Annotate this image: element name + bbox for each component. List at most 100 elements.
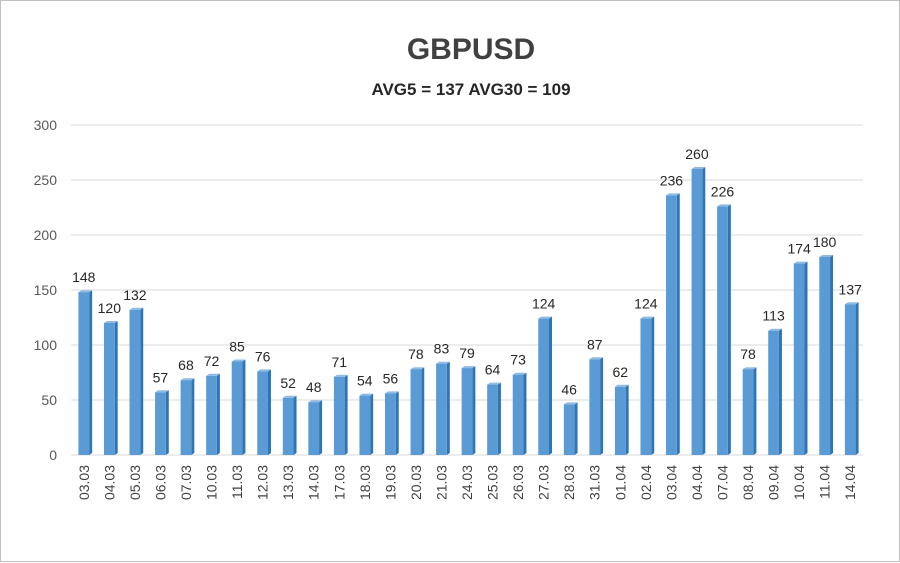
data-label: 79 bbox=[459, 345, 475, 361]
bar-side bbox=[140, 307, 144, 455]
bar bbox=[793, 261, 808, 455]
bar bbox=[844, 302, 859, 455]
bar-top bbox=[461, 366, 476, 369]
bar bbox=[640, 316, 655, 455]
bar bbox=[78, 290, 93, 455]
data-label: 48 bbox=[306, 379, 322, 395]
y-tick-label: 150 bbox=[34, 282, 58, 298]
data-label: 73 bbox=[510, 352, 526, 368]
bar bbox=[282, 395, 297, 455]
bar bbox=[436, 361, 450, 455]
bar-face bbox=[410, 369, 422, 455]
bar bbox=[691, 167, 706, 455]
data-label: 132 bbox=[123, 287, 147, 303]
bar-side bbox=[242, 359, 246, 455]
bar-side bbox=[600, 357, 604, 455]
bar-face bbox=[614, 386, 626, 455]
bar bbox=[512, 372, 527, 455]
bar-face bbox=[180, 380, 192, 455]
data-label: 174 bbox=[787, 241, 811, 257]
x-tick-label: 27.03 bbox=[536, 465, 552, 500]
x-axis-ticks: 03.03 04.03 05.03 06.03 07.03 10.03 11.03 12.03… bbox=[76, 465, 858, 500]
bar bbox=[410, 367, 425, 455]
bar-face bbox=[333, 376, 345, 455]
bar-side bbox=[395, 391, 399, 455]
bar-top bbox=[410, 367, 425, 370]
bar-top bbox=[742, 367, 757, 370]
bar-face bbox=[819, 257, 831, 455]
bar bbox=[768, 328, 782, 455]
bar-face bbox=[103, 323, 115, 455]
data-label: 62 bbox=[613, 364, 629, 380]
bar-side bbox=[727, 204, 731, 455]
bar-side bbox=[676, 193, 680, 455]
bar-face bbox=[487, 384, 498, 455]
data-label: 236 bbox=[660, 172, 684, 188]
bar-side bbox=[319, 400, 323, 455]
y-axis-ticks: 0 50 100 150 200 250 300 bbox=[34, 117, 58, 463]
data-label: 46 bbox=[561, 381, 577, 397]
x-tick-label: 05.03 bbox=[127, 465, 143, 500]
bar bbox=[461, 366, 476, 455]
bar bbox=[359, 393, 374, 455]
bar-face bbox=[793, 263, 805, 455]
x-tick-label: 08.04 bbox=[740, 465, 756, 500]
data-label: 113 bbox=[762, 308, 785, 324]
bar-face bbox=[512, 374, 524, 455]
bar-top bbox=[768, 328, 782, 331]
bar-face bbox=[768, 330, 779, 455]
x-tick-label: 31.03 bbox=[587, 465, 603, 500]
bar-side bbox=[523, 372, 527, 455]
bar-face bbox=[129, 309, 141, 455]
data-label: 124 bbox=[532, 296, 556, 312]
data-label: 87 bbox=[587, 336, 603, 352]
data-label: 54 bbox=[357, 373, 373, 389]
x-tick-label: 20.03 bbox=[408, 465, 424, 500]
data-label: 78 bbox=[408, 346, 424, 362]
bar-face bbox=[206, 375, 217, 455]
bar-top bbox=[206, 373, 220, 376]
bar-face bbox=[308, 402, 320, 455]
bar-top bbox=[640, 316, 655, 319]
bars bbox=[78, 167, 859, 455]
bar-side bbox=[191, 378, 195, 455]
bar-side bbox=[370, 393, 374, 455]
bar bbox=[206, 373, 220, 455]
bar-top bbox=[512, 372, 527, 375]
bar-top bbox=[793, 261, 808, 264]
data-label: 76 bbox=[255, 348, 271, 364]
bar bbox=[487, 382, 501, 455]
bar-top bbox=[589, 357, 604, 360]
bar-face bbox=[384, 393, 396, 455]
bar-top bbox=[691, 167, 706, 169]
bar-face bbox=[231, 361, 243, 455]
bar-top bbox=[819, 255, 834, 257]
x-tick-label: 03.04 bbox=[663, 465, 679, 500]
bar-top bbox=[308, 400, 323, 403]
data-label: 83 bbox=[434, 341, 450, 357]
bar-face bbox=[844, 304, 856, 455]
bar-top bbox=[180, 378, 195, 381]
bar-top bbox=[282, 395, 297, 398]
data-label: 120 bbox=[98, 300, 122, 316]
x-tick-label: 02.04 bbox=[638, 465, 654, 500]
x-tick-label: 17.03 bbox=[331, 465, 347, 500]
data-label: 78 bbox=[740, 346, 756, 362]
x-tick-label: 25.03 bbox=[485, 465, 501, 500]
y-tick-label: 250 bbox=[34, 172, 58, 188]
bar-side bbox=[574, 402, 578, 455]
bar bbox=[666, 193, 680, 455]
bar-side bbox=[549, 316, 553, 455]
bar-top bbox=[436, 361, 450, 364]
data-label: 52 bbox=[280, 375, 296, 391]
x-tick-label: 10.03 bbox=[204, 465, 220, 500]
bar-side bbox=[778, 328, 782, 455]
x-tick-label: 28.03 bbox=[561, 465, 577, 500]
x-tick-label: 04.04 bbox=[689, 465, 705, 500]
x-tick-label: 19.03 bbox=[382, 465, 398, 500]
y-tick-label: 200 bbox=[34, 227, 58, 243]
bar-top bbox=[487, 382, 501, 385]
bar-top bbox=[257, 369, 271, 372]
bar-top bbox=[666, 193, 680, 196]
